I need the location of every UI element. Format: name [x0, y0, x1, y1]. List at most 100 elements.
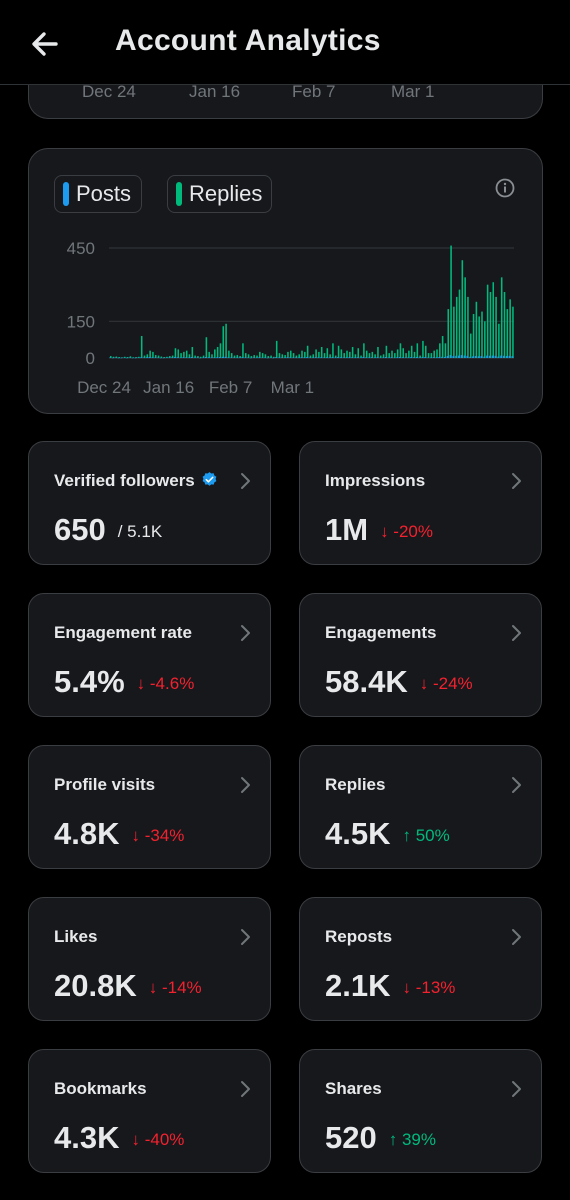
replies-bar — [267, 356, 270, 358]
posts-bar — [429, 357, 432, 359]
chevron-right-icon — [512, 777, 521, 793]
back-arrow-icon[interactable] — [26, 24, 66, 64]
stat-card-shares[interactable]: Shares 520 ↑ 39% — [299, 1049, 542, 1173]
stat-change: ↓ -13% — [402, 977, 456, 997]
replies-bar — [399, 343, 402, 358]
verified-badge-icon — [202, 472, 217, 486]
replies-bar — [124, 356, 126, 358]
posts-bar — [145, 357, 148, 358]
legend-replies[interactable]: Replies — [167, 175, 272, 213]
posts-bar — [269, 357, 272, 359]
stat-card-impressions[interactable]: Impressions 1M ↓ -20% — [299, 441, 542, 565]
replies-bar — [304, 351, 306, 358]
stat-card-profile-visits[interactable]: Profile visits 4.8K ↓ -34% — [28, 745, 271, 869]
replies-bar — [402, 348, 405, 358]
posts-bar — [131, 357, 134, 359]
replies-bar — [180, 353, 182, 358]
replies-bar — [174, 348, 177, 358]
stat-change: ↓ -40% — [131, 1129, 185, 1149]
stat-card-likes[interactable]: Likes 20.8K ↓ -14% — [28, 897, 271, 1021]
replies-bar — [503, 292, 506, 358]
replies-bar — [475, 301, 478, 358]
replies-bar — [295, 355, 298, 358]
posts-bar — [272, 357, 274, 359]
stat-label: Reposts — [325, 927, 392, 947]
stat-card-engagement-rate[interactable]: Engagement rate 5.4% ↓ -4.6% — [28, 593, 271, 717]
replies-bar — [177, 349, 180, 358]
posts-bar — [224, 356, 227, 358]
posts-bar — [213, 357, 215, 358]
replies-bar — [512, 306, 514, 358]
posts-bar — [443, 357, 446, 358]
replies-bar — [315, 349, 317, 358]
replies-bar — [458, 289, 461, 358]
replies-bar — [166, 356, 168, 358]
posts-bar — [404, 357, 407, 359]
replies-bar — [242, 343, 244, 358]
replies-bar — [183, 351, 185, 358]
replies-bar — [309, 355, 312, 358]
replies-bar — [259, 351, 261, 358]
posts-bar — [477, 356, 480, 358]
posts-bar — [368, 357, 370, 359]
posts-bar — [446, 356, 449, 358]
replies-bar — [312, 354, 315, 358]
stat-change: ↑ 39% — [388, 1129, 436, 1149]
posts-bar — [463, 355, 466, 358]
posts-bar — [244, 357, 246, 359]
replies-bar — [216, 347, 219, 358]
replies-bar — [194, 355, 196, 358]
posts-bar — [275, 357, 277, 358]
posts-bar — [356, 357, 359, 358]
replies-bar — [292, 353, 295, 358]
stat-value: 4.8K — [54, 816, 120, 851]
stat-card-reposts[interactable]: Reposts 2.1K ↓ -13% — [299, 897, 542, 1021]
posts-bar — [218, 357, 221, 358]
posts-bar — [469, 356, 471, 358]
stat-card-verified-followers[interactable]: Verified followers 650 / 5.1K — [28, 441, 271, 565]
stat-value: 58.4K — [325, 664, 408, 699]
posts-bar — [351, 357, 353, 358]
replies-bar — [121, 357, 123, 358]
replies-bar — [109, 356, 112, 358]
stat-label: Shares — [325, 1079, 382, 1099]
posts-bar — [294, 357, 297, 359]
replies-bar — [450, 245, 452, 358]
replies-bar — [326, 348, 329, 358]
posts-bar — [123, 357, 125, 359]
stat-label: Engagements — [325, 623, 436, 643]
posts-bar — [418, 357, 421, 359]
replies-bar — [185, 350, 188, 358]
stat-card-engagements[interactable]: Engagements 58.4K ↓ -24% — [299, 593, 542, 717]
stat-card-replies[interactable]: Replies 4.5K ↑ 50% — [299, 745, 542, 869]
posts-bar — [137, 357, 139, 359]
page-title: Account Analytics — [115, 24, 381, 57]
stat-label-text: Shares — [325, 1079, 382, 1098]
posts-bar — [398, 357, 401, 358]
stat-card-bookmarks[interactable]: Bookmarks 4.3K ↓ -40% — [28, 1049, 271, 1173]
posts-bar — [165, 357, 168, 359]
previous-chart-tick-label: Feb 7 — [292, 82, 336, 101]
replies-bar — [441, 336, 444, 358]
stat-value-row: 650 / 5.1K — [54, 512, 162, 548]
posts-bar — [202, 357, 204, 359]
stat-label: Engagement rate — [54, 623, 192, 643]
replies-bar — [394, 353, 396, 358]
info-icon[interactable] — [494, 177, 516, 199]
replies-bar — [202, 355, 205, 358]
x-tick-label: Jan 16 — [143, 378, 194, 397]
legend-posts[interactable]: Posts — [54, 175, 142, 213]
posts-bar — [241, 357, 244, 358]
replies-bar — [154, 355, 157, 358]
posts-bar — [140, 357, 142, 358]
posts-bar — [210, 357, 213, 359]
posts-bar — [171, 357, 173, 358]
replies-bar — [169, 356, 171, 358]
posts-bar — [179, 357, 182, 359]
posts-bar — [331, 357, 334, 358]
posts-bar — [339, 357, 342, 358]
posts-bar — [154, 357, 156, 359]
posts-bar — [401, 357, 404, 358]
stat-label-text: Engagement rate — [54, 623, 192, 642]
posts-bar — [511, 356, 514, 358]
